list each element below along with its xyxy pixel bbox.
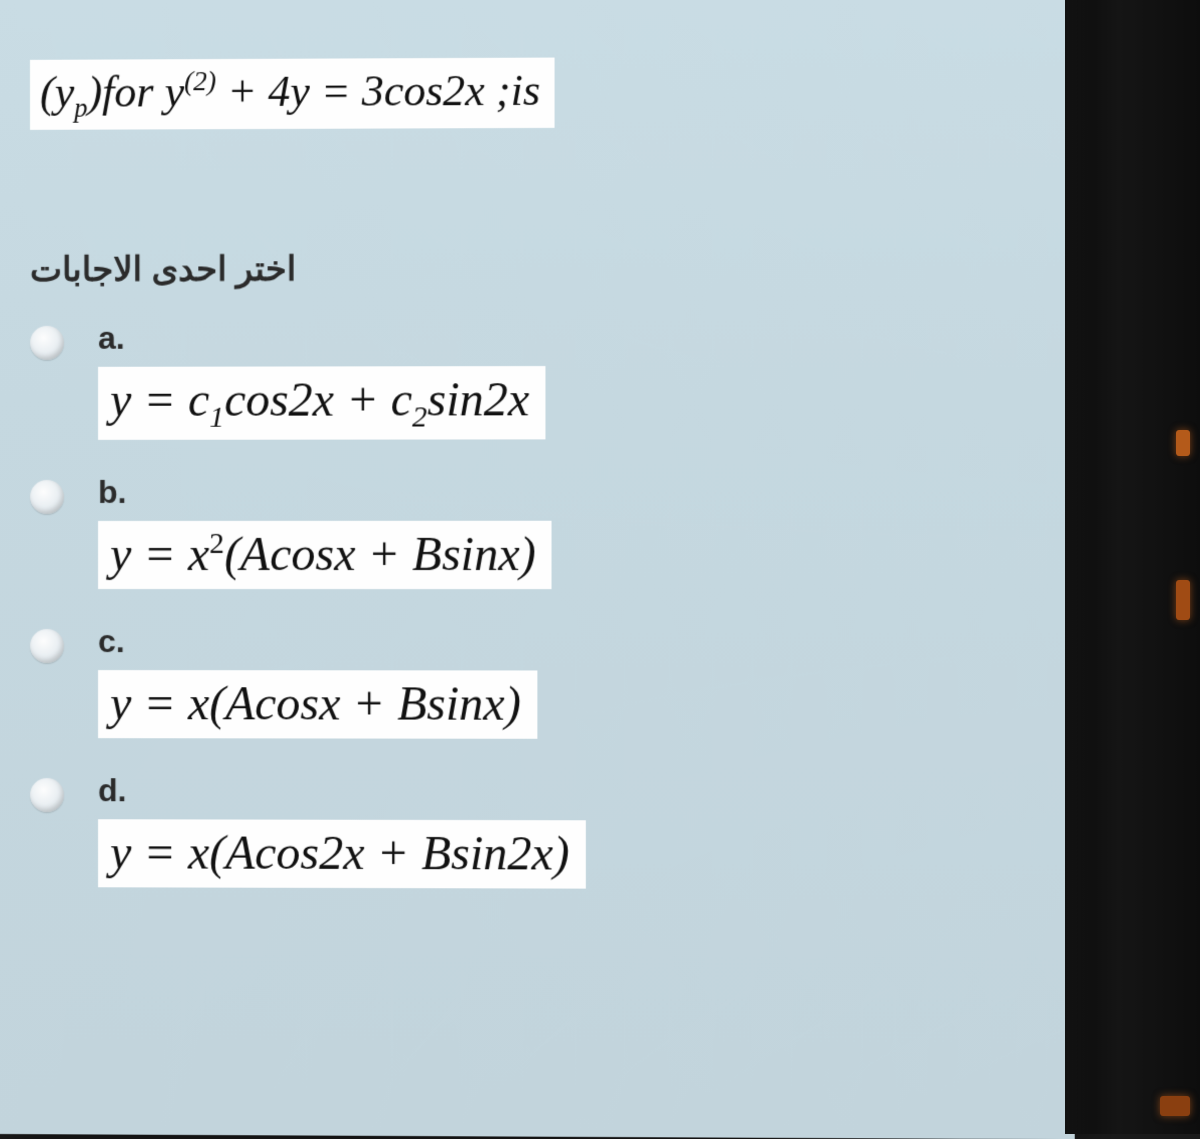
option-b-formula: y = x2(Acosx + Bsinx) [98, 521, 552, 589]
option-a-row[interactable]: a. y = c1cos2x + c2sin2x [30, 318, 1054, 440]
question-prefix: (yp)for [40, 67, 165, 117]
option-b-label: b. [98, 474, 126, 511]
option-a-formula: y = c1cos2x + c2sin2x [98, 366, 545, 440]
radio-a[interactable] [30, 326, 64, 360]
option-a-body: a. y = c1cos2x + c2sin2x [98, 319, 545, 440]
option-c-body: c. y = x(Acosx + Bsinx) [98, 623, 537, 739]
question-suffix: ;is [485, 65, 540, 114]
radio-c[interactable] [30, 629, 64, 663]
option-c-label: c. [98, 623, 125, 660]
radio-d[interactable] [30, 778, 64, 812]
edge-glow-2 [1176, 580, 1190, 620]
photo-edge-strip [1065, 0, 1200, 1134]
option-d-formula: y = x(Acos2x + Bsin2x) [98, 819, 585, 888]
option-b-row[interactable]: b. y = x2(Acosx + Bsinx) [30, 473, 1054, 589]
option-c-row[interactable]: c. y = x(Acosx + Bsinx) [30, 623, 1054, 740]
option-a-label: a. [98, 320, 125, 357]
option-d-body: d. y = x(Acos2x + Bsin2x) [98, 772, 585, 888]
question-eq: y(2) + 4y = 3cos2x [165, 66, 485, 116]
instruction-text: اختر احدى الاجابات [30, 247, 1054, 290]
question-equation: (yp)for y(2) + 4y = 3cos2x ;is [30, 58, 554, 130]
option-b-body: b. y = x2(Acosx + Bsinx) [98, 473, 552, 589]
radio-b[interactable] [30, 480, 64, 514]
option-d-row[interactable]: d. y = x(Acos2x + Bsin2x) [30, 772, 1054, 890]
quiz-panel: (yp)for y(2) + 4y = 3cos2x ;is اختر احدى… [0, 0, 1075, 1139]
option-c-formula: y = x(Acosx + Bsinx) [98, 670, 537, 739]
option-d-label: d. [98, 772, 126, 809]
edge-glow-3 [1160, 1096, 1190, 1116]
edge-glow-1 [1176, 430, 1190, 456]
